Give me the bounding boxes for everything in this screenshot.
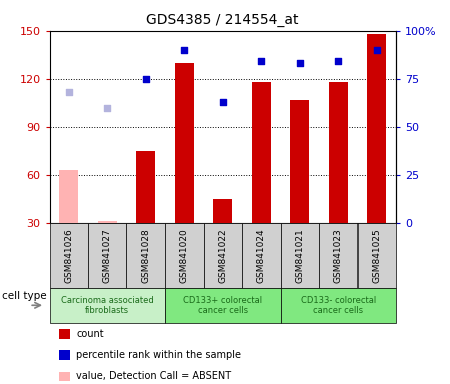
Point <box>104 104 111 111</box>
Text: CD133- colorectal
cancer cells: CD133- colorectal cancer cells <box>301 296 376 315</box>
Text: GSM841028: GSM841028 <box>141 228 150 283</box>
Point <box>180 47 188 53</box>
Text: GSM841020: GSM841020 <box>180 228 189 283</box>
Bar <box>367 34 387 223</box>
Text: percentile rank within the sample: percentile rank within the sample <box>76 350 242 360</box>
Bar <box>252 82 271 223</box>
Point <box>258 58 265 65</box>
Bar <box>136 151 155 223</box>
Point <box>219 99 226 105</box>
Text: GSM841024: GSM841024 <box>257 228 266 283</box>
Point <box>335 58 342 65</box>
Text: cell type: cell type <box>2 291 47 301</box>
Bar <box>290 99 310 223</box>
Bar <box>328 82 348 223</box>
Point <box>373 47 380 53</box>
Text: GSM841025: GSM841025 <box>372 228 381 283</box>
Title: GDS4385 / 214554_at: GDS4385 / 214554_at <box>147 13 299 27</box>
Text: Carcinoma associated
fibroblasts: Carcinoma associated fibroblasts <box>61 296 153 315</box>
Text: GSM841027: GSM841027 <box>103 228 112 283</box>
Bar <box>98 221 117 223</box>
Text: CD133+ colorectal
cancer cells: CD133+ colorectal cancer cells <box>183 296 262 315</box>
Text: GSM841026: GSM841026 <box>64 228 73 283</box>
Text: GSM841021: GSM841021 <box>295 228 304 283</box>
Point <box>142 76 149 82</box>
Point <box>296 60 303 66</box>
Bar <box>213 199 232 223</box>
Bar <box>175 63 194 223</box>
Bar <box>59 170 78 223</box>
Text: count: count <box>76 329 104 339</box>
Point <box>65 89 72 95</box>
Text: GSM841023: GSM841023 <box>334 228 343 283</box>
Text: GSM841022: GSM841022 <box>218 228 227 283</box>
Text: value, Detection Call = ABSENT: value, Detection Call = ABSENT <box>76 371 232 381</box>
